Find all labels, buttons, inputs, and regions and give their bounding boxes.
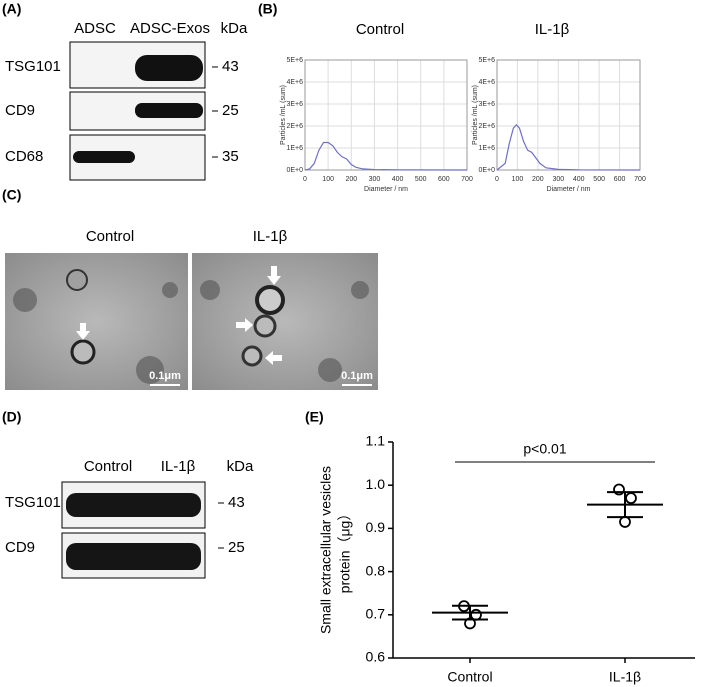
tem-images — [5, 253, 378, 390]
y-tick-label: 4E+6 — [286, 79, 303, 86]
lane-label: ADSC-Exos — [130, 20, 210, 37]
y-tick-label: 2E+6 — [286, 123, 303, 130]
y-axis-title: Small extracellular vesicles — [318, 466, 334, 634]
x-tick-label: 100 — [322, 176, 334, 183]
chart-title: IL-1β — [535, 21, 570, 38]
y-tick-label: 0E+0 — [286, 167, 303, 174]
y-tick-label: 2E+6 — [478, 123, 495, 130]
data-point — [619, 516, 631, 528]
panel-label: (C) — [2, 187, 21, 203]
image-title: IL-1β — [253, 228, 288, 245]
x-tick-label: 700 — [634, 176, 646, 183]
data-point — [470, 608, 482, 621]
row-label: CD9 — [5, 102, 35, 119]
y-tick-label: 5E+6 — [286, 57, 303, 64]
x-tick-label: IL-1β — [609, 669, 641, 685]
data-line — [304, 141, 468, 171]
row-label: TSG101 — [5, 494, 61, 511]
row-label: TSG101 — [5, 58, 61, 75]
kda-label: 25 — [228, 539, 245, 556]
data-point — [613, 483, 625, 496]
scale-bar-label: 0.1μm — [341, 370, 373, 382]
unit-label: kDa — [227, 458, 254, 475]
x-tick-label: 500 — [593, 176, 605, 183]
x-axis-title: Diameter / nm — [547, 186, 591, 193]
x-tick-label: 400 — [392, 176, 404, 183]
plot-frame — [496, 59, 641, 171]
data-line — [496, 124, 641, 171]
y-tick-label: 0E+0 — [478, 167, 495, 174]
chart-title: Control — [356, 21, 404, 38]
x-tick-label: 200 — [345, 176, 357, 183]
y-tick-label: 1.1 — [366, 433, 386, 449]
x-tick-label: 300 — [552, 176, 564, 183]
y-axis-title: Particles /mL (sum) — [280, 85, 287, 145]
lane-label: IL-1β — [161, 458, 196, 475]
kda-label: 35 — [222, 148, 239, 165]
panel-label: (D) — [2, 409, 21, 425]
annotation: p<0.01 — [523, 441, 566, 457]
y-tick-label: 3E+6 — [478, 101, 495, 108]
panel-label: (E) — [305, 409, 324, 425]
x-axis-title: Diameter / nm — [364, 186, 408, 193]
y-tick-label: 0.9 — [366, 519, 386, 535]
bands-a — [73, 55, 203, 163]
y-tick-label: 5E+6 — [478, 57, 495, 64]
data-point — [458, 600, 470, 613]
x-tick-label: 500 — [415, 176, 427, 183]
data-point — [464, 617, 476, 630]
y-axis-title: protein（μg） — [337, 507, 353, 594]
x-tick-label: Control — [447, 669, 492, 685]
y-tick-label: 1.0 — [366, 476, 386, 492]
x-tick-label: 400 — [573, 176, 585, 183]
plot-frame — [304, 59, 468, 171]
y-tick-label: 1E+6 — [478, 145, 495, 152]
lane-label: Control — [84, 458, 132, 475]
x-tick-label: 200 — [532, 176, 544, 183]
panel-label: (A) — [2, 1, 21, 17]
y-tick-label: 0.7 — [366, 606, 386, 622]
y-tick-label: 0.6 — [366, 649, 386, 665]
x-tick-label: 700 — [461, 176, 473, 183]
kda-label: 43 — [228, 494, 245, 511]
y-tick-label: 3E+6 — [286, 101, 303, 108]
y-tick-label: 4E+6 — [478, 79, 495, 86]
x-tick-label: 300 — [369, 176, 381, 183]
x-tick-label: 100 — [512, 176, 524, 183]
panel-label: (B) — [258, 1, 277, 17]
error-bar — [452, 604, 488, 621]
image-title: Control — [86, 228, 134, 245]
x-tick-label: 600 — [614, 176, 626, 183]
x-tick-label: 0 — [495, 176, 499, 183]
y-tick-label: 1E+6 — [286, 145, 303, 152]
blot-a — [69, 41, 206, 181]
kda-label: 25 — [222, 102, 239, 119]
lane-label: ADSC — [74, 20, 116, 37]
x-tick-label: 0 — [303, 176, 307, 183]
data-point — [625, 492, 637, 505]
y-tick-label: 0.8 — [366, 562, 386, 578]
kda-label: 43 — [222, 58, 239, 75]
row-label: CD9 — [5, 539, 35, 556]
unit-label: kDa — [221, 20, 248, 37]
row-label: CD68 — [5, 148, 43, 165]
y-axis-title: Particles /mL (sum) — [472, 85, 479, 145]
bands-d — [66, 493, 201, 570]
scale-bar-label: 0.1μm — [149, 370, 181, 382]
x-tick-label: 600 — [438, 176, 450, 183]
